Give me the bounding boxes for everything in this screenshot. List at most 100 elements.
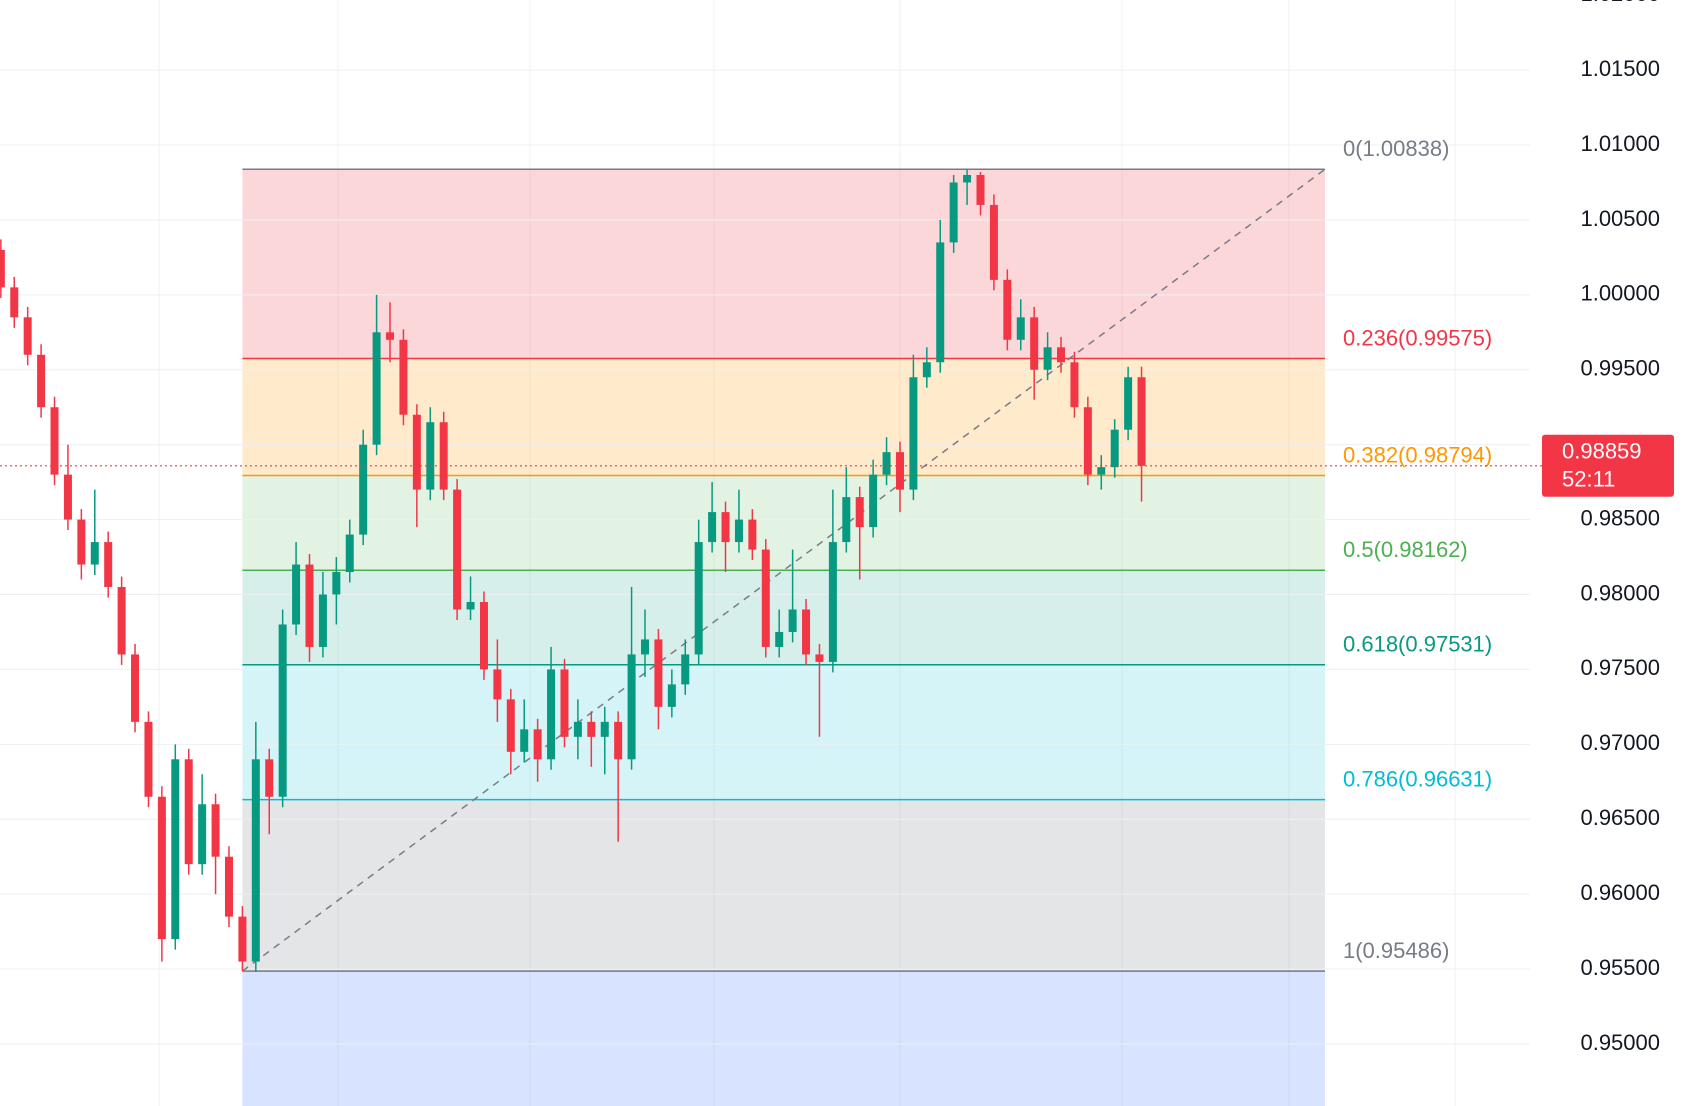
y-tick-label: 1.00000 (1580, 281, 1660, 306)
y-tick-label: 0.95500 (1580, 955, 1660, 980)
candle-body (238, 916, 247, 962)
candle-body (1030, 317, 1039, 370)
candle-body (909, 377, 918, 490)
y-tick-label: 0.96500 (1580, 805, 1660, 830)
candle-body (828, 542, 837, 662)
y-tick-label: 0.97500 (1580, 655, 1660, 680)
fib-zone (242, 475, 1325, 571)
candle-body (1043, 347, 1052, 370)
last-price-label: 0.98859 (1562, 439, 1642, 464)
candle-body (372, 332, 381, 445)
candle-body (600, 721, 609, 737)
y-tick-label: 0.97000 (1580, 730, 1660, 755)
candle-body (989, 204, 998, 280)
candle-body (211, 804, 220, 857)
candle-body (1110, 429, 1119, 468)
y-tick-label: 0.98000 (1580, 580, 1660, 605)
candle-body (614, 721, 623, 760)
candle-body (882, 452, 891, 475)
candle-body (694, 542, 703, 655)
candle-body (386, 332, 395, 340)
y-tick-label: 0.99500 (1580, 356, 1660, 381)
candle-body (157, 796, 166, 940)
candle-body (318, 594, 327, 647)
candle-body (50, 407, 59, 475)
y-tick-label: 1.02000 (1580, 0, 1660, 6)
candle-body (560, 669, 569, 737)
candle-body (63, 474, 72, 520)
fib-zone (242, 664, 1325, 800)
candle-body (1124, 377, 1133, 430)
fib-level-label: 1(0.95486) (1343, 938, 1449, 963)
candle-body (734, 519, 743, 543)
candle-body (37, 354, 46, 408)
fib-level-label: 0.618(0.97531) (1343, 632, 1492, 657)
candle-body (0, 249, 5, 288)
candle-body (922, 362, 931, 378)
candle-body (493, 669, 502, 700)
y-tick-label: 0.98500 (1580, 505, 1660, 530)
fib-zone (242, 169, 1325, 359)
candle-body (721, 512, 730, 543)
fib-extension-zone (242, 971, 1325, 1106)
fib-level-label: 0.236(0.99575) (1343, 325, 1492, 350)
candle-body (1016, 317, 1025, 340)
candle-body (359, 444, 368, 535)
fib-trend-line (241, 168, 1326, 972)
y-tick-label: 1.01000 (1580, 131, 1660, 156)
candle-body (453, 489, 462, 610)
candle-body (184, 759, 193, 865)
candle-body (855, 497, 864, 528)
candle-body (775, 631, 784, 647)
candle-body (292, 564, 301, 625)
fib-level-label: 0.786(0.96631) (1343, 766, 1492, 791)
candle-body (842, 497, 851, 543)
candle-body (23, 317, 32, 355)
candle-body (708, 512, 717, 543)
candle-body (506, 699, 515, 752)
candle-body (654, 639, 663, 707)
candle-body (1083, 407, 1092, 475)
candle-body (788, 609, 797, 632)
candle-body (399, 339, 408, 415)
candle-body (587, 721, 596, 737)
candle-body (869, 474, 878, 528)
candle-body (224, 856, 233, 917)
candle-body (439, 422, 448, 490)
candle-body (131, 654, 140, 722)
candle-body (667, 684, 676, 707)
candle-body (117, 587, 126, 655)
candle-body (627, 654, 636, 760)
candle-body (10, 287, 19, 318)
candle-body (520, 729, 529, 752)
y-tick-label: 1.00500 (1580, 206, 1660, 231)
candle-body (251, 759, 260, 962)
candle-body (265, 759, 274, 797)
candle-body (963, 174, 972, 183)
candle-body (171, 759, 180, 940)
candle-body (198, 804, 207, 865)
candle-body (104, 542, 113, 588)
fib-level-label: 0.382(0.98794) (1343, 442, 1492, 467)
candle-body (1057, 347, 1066, 363)
candle-body (761, 549, 770, 647)
candle-body (641, 639, 649, 655)
last-price-box (1542, 434, 1674, 497)
countdown-label: 52:11 (1562, 467, 1615, 492)
fib-zone (242, 570, 1325, 665)
candle-body (949, 182, 958, 243)
candle-body (345, 534, 354, 573)
candle-body (77, 519, 86, 565)
y-tick-label: 0.95000 (1580, 1030, 1660, 1055)
candle-body (90, 542, 99, 565)
candle-body (748, 519, 757, 550)
candle-body (426, 422, 435, 490)
candle-body (547, 669, 556, 760)
fib-level-label: 0(1.00838) (1343, 136, 1449, 161)
candle-body (1137, 377, 1146, 466)
candle-body (466, 601, 475, 610)
candle-body (533, 729, 542, 760)
